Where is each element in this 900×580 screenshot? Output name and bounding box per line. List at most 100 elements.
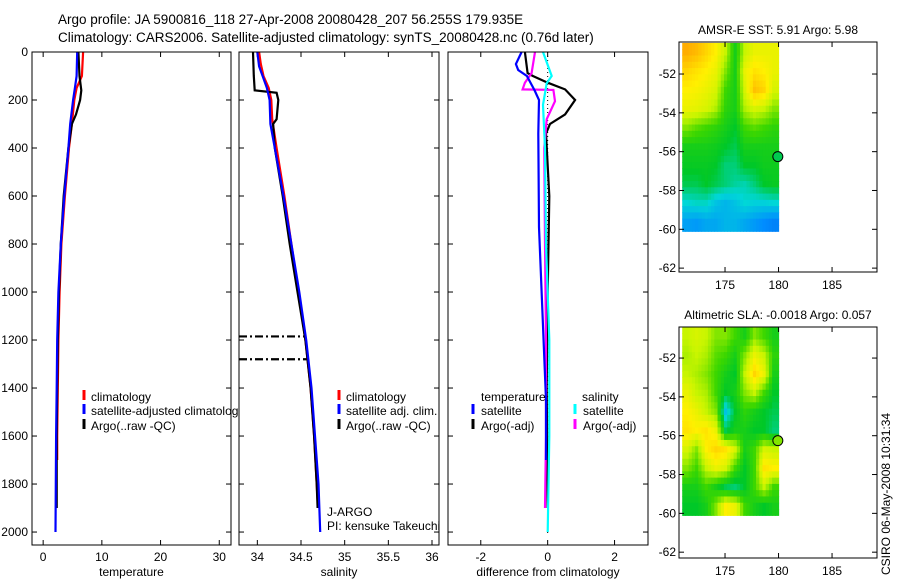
map-cell (711, 137, 715, 144)
map-cell (736, 212, 741, 220)
map-cell (695, 181, 699, 188)
map-cell (749, 509, 754, 516)
map-cell (765, 168, 770, 176)
map-cell (701, 105, 706, 113)
map-cell (762, 218, 767, 226)
map-cell (707, 427, 712, 435)
map-cell (762, 206, 767, 214)
map-cell (765, 490, 770, 498)
map-cell (682, 80, 687, 88)
map-cell (765, 187, 770, 195)
map-cell (685, 358, 690, 366)
map-cell (736, 490, 741, 498)
map-cell (701, 427, 706, 435)
legend-label: Argo(..raw -QC) (91, 419, 176, 433)
map-cell (733, 68, 738, 75)
map-cell (727, 162, 731, 170)
map-cell (711, 130, 715, 138)
map-cell (762, 55, 767, 63)
map-cell (685, 187, 690, 195)
map-cell (682, 137, 687, 144)
map-cell (749, 68, 754, 75)
map-cell (756, 162, 760, 170)
map-cell (695, 42, 699, 50)
map-cell (698, 358, 703, 366)
map-cell (720, 370, 725, 378)
map-cell (746, 61, 751, 69)
map-cell (711, 187, 715, 195)
map-cell (688, 427, 693, 435)
map-cell (765, 112, 770, 119)
map-cell (759, 490, 764, 498)
map-cell (736, 377, 741, 385)
map-cell (701, 99, 706, 107)
map-cell (695, 352, 699, 359)
map-cell (714, 402, 719, 410)
map-cell (714, 49, 719, 57)
map-cell (707, 352, 712, 359)
map-cell (746, 358, 751, 366)
map-cell (688, 93, 693, 101)
map-cell (749, 333, 754, 341)
map-cell (714, 162, 719, 170)
map-cell (756, 174, 760, 182)
map-cell (714, 86, 719, 94)
map-cell (743, 137, 748, 144)
map-cell (759, 339, 764, 347)
map-cell (720, 61, 725, 69)
map-cell (720, 143, 725, 151)
map-cell (740, 408, 744, 416)
map-cell (698, 446, 703, 454)
map-cell (688, 112, 693, 119)
map-cell (765, 477, 770, 485)
pi-annotation: PI: kensuke Takeuchi (327, 519, 440, 533)
map-cell (752, 155, 757, 163)
plot-frame (31, 51, 232, 546)
map-cell (682, 452, 687, 460)
map-cell (727, 402, 731, 410)
map-cell (698, 149, 703, 157)
map-cell (727, 414, 731, 422)
map-cell (714, 421, 719, 429)
map-cell (768, 174, 773, 182)
map-cell (695, 143, 699, 151)
map-cell (765, 137, 770, 144)
map-cell (717, 137, 722, 144)
float-position-marker (772, 151, 784, 163)
map-cell (768, 458, 773, 466)
map-cell (772, 327, 776, 334)
map-cell (743, 414, 748, 422)
map-cell (711, 206, 715, 214)
map-cell (707, 452, 712, 460)
map-cell (730, 112, 735, 119)
map-cell (717, 93, 722, 101)
map-cell (775, 212, 780, 220)
map-cell (752, 452, 757, 460)
map-cell (730, 174, 735, 182)
map-cell (772, 105, 776, 113)
map-cell (701, 509, 706, 516)
map-cell (733, 396, 738, 403)
map-cell (707, 370, 712, 378)
map-cell (775, 345, 780, 353)
map-cell (756, 446, 760, 454)
map-cell (717, 446, 722, 454)
map-cell (768, 427, 773, 435)
map-cell (698, 439, 703, 447)
map-cell (685, 143, 690, 151)
map-cell (740, 414, 744, 422)
map-cell (682, 402, 687, 410)
map-cell (685, 352, 690, 359)
map-cell (698, 352, 703, 359)
map-cell (701, 193, 706, 201)
x-tick-label: 0 (40, 550, 47, 564)
map-cell (736, 112, 741, 119)
map-cell (727, 137, 731, 144)
map-cell (756, 149, 760, 157)
legend-header: salinity (582, 390, 619, 404)
map-cell (746, 168, 751, 176)
map-cell (720, 333, 725, 341)
map-cell (701, 364, 706, 372)
map-cell (691, 206, 696, 214)
map-cell (740, 168, 744, 176)
